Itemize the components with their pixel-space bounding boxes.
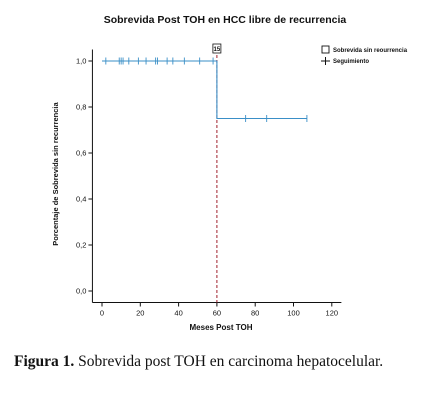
caption-text: Sobrevida post TOH en carcinoma hepatoce… <box>74 353 384 370</box>
y-axis-label: Porcentaje de Sobrevida sin recurrencia <box>51 101 60 245</box>
censor-marks <box>105 57 308 122</box>
legend: Sobrevida sin reourrencia Seguimiento <box>321 45 408 65</box>
x-tick-label: 60 <box>213 309 221 318</box>
x-axis-label: Meses Post TOH <box>190 323 253 332</box>
survival-step-line <box>102 60 307 120</box>
axes: 0 20 40 60 80 100 120 0,0 0,2 0,4 0,6 0,8 1,0 <box>76 49 342 318</box>
reference-label: 15 <box>214 47 221 53</box>
y-tick-label: 0,8 <box>76 103 86 112</box>
legend-label-survival: Sobrevida sin reourrencia <box>333 48 408 54</box>
y-tick-label: 0,2 <box>76 241 86 250</box>
y-tick-label: 1,0 <box>76 57 86 66</box>
legend-label-followup: Seguimiento <box>333 59 369 65</box>
reference-label-box <box>212 43 222 54</box>
caption-label: Figura 1. <box>14 353 75 370</box>
y-tick-label: 0,6 <box>76 149 86 158</box>
x-tick-label: 40 <box>174 309 182 318</box>
x-tick-label: 100 <box>287 309 300 318</box>
survival-chart: Sobrevida Post TOH en HCC libre de recur… <box>51 14 408 332</box>
legend-swatch-survival <box>321 45 330 54</box>
x-tick-label: 20 <box>136 309 144 318</box>
x-tick-label: 0 <box>100 309 104 318</box>
survival-curve <box>102 60 307 120</box>
figure-caption: Figura 1. Sobrevida post TOH en carcinom… <box>14 352 430 372</box>
y-tick-label: 0,4 <box>76 195 86 204</box>
x-tick-label: 80 <box>251 309 259 318</box>
chart-title: Sobrevida Post TOH en HCC libre de recur… <box>104 14 347 26</box>
x-tick-label: 120 <box>326 309 339 318</box>
y-tick-label: 0,0 <box>76 287 86 296</box>
